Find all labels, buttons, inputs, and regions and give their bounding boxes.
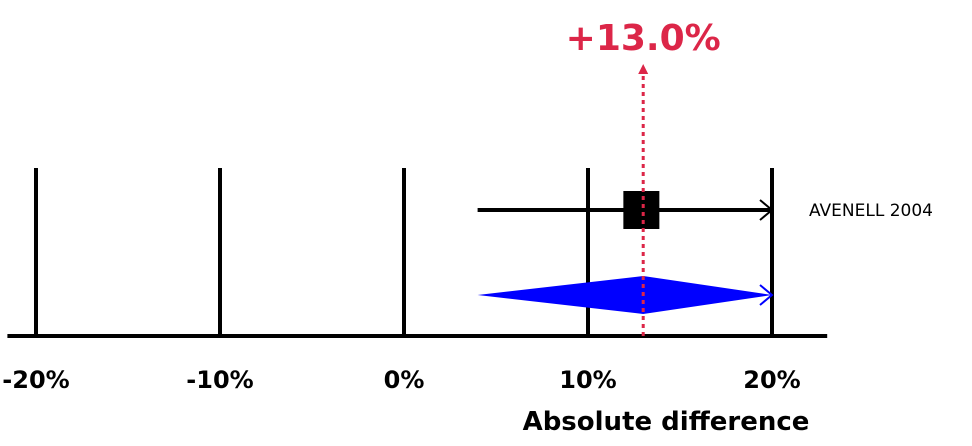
study-point-marker	[623, 191, 660, 229]
pooled-diamond	[477, 276, 772, 314]
gridlines	[34, 168, 774, 336]
x-tick-label: -10%	[186, 366, 253, 394]
pooled-estimate-arrowhead	[638, 64, 649, 74]
x-tick-label: 20%	[743, 366, 800, 394]
study-rows: AVENELL 2004	[477, 191, 933, 229]
pooled-effect: +13.0%	[477, 18, 774, 336]
x-tick-label: -20%	[2, 366, 69, 394]
study-ci-arrow	[759, 199, 774, 221]
x-tick-label: 0%	[384, 366, 425, 394]
study-label: AVENELL 2004	[809, 201, 933, 221]
x-tick-labels: -20% -10% 0% 10% 20%	[2, 366, 800, 394]
pooled-ci-arrow	[759, 284, 774, 306]
pooled-estimate-label: +13.0%	[566, 18, 721, 59]
x-tick-label: 10%	[559, 366, 616, 394]
x-axis-title: Absolute difference	[523, 407, 810, 437]
